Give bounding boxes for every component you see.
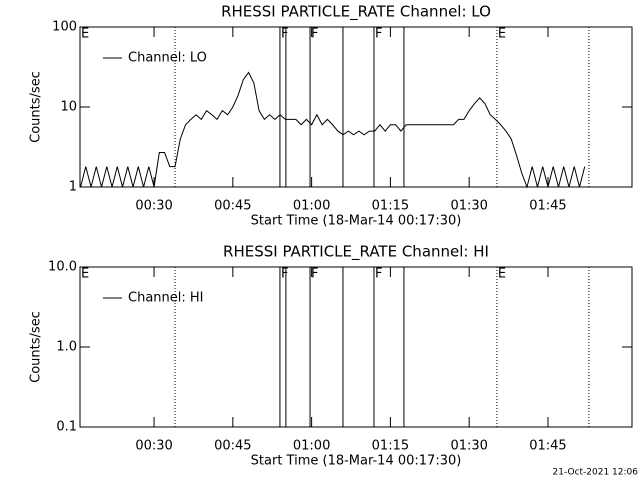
flag-label: E <box>498 267 506 282</box>
y-axis-label: Counts/sec <box>29 71 44 143</box>
flag-label: F <box>281 27 288 42</box>
x-tick-label: 01:15 <box>372 199 409 214</box>
legend-label: Channel: HI <box>128 291 204 306</box>
y-tick-label: 10.0 <box>48 260 77 275</box>
flag-label: F <box>375 267 382 282</box>
flag-label: F <box>375 27 382 42</box>
x-tick-label: 00:30 <box>135 199 172 214</box>
x-tick-label: 01:30 <box>450 439 487 454</box>
flag-label: E <box>81 267 89 282</box>
x-tick-label: 01:00 <box>293 439 330 454</box>
chart-title: RHESSI PARTICLE_RATE Channel: LO <box>221 3 491 22</box>
y-tick-label: 100 <box>52 20 77 35</box>
x-tick-label: 01:30 <box>450 199 487 214</box>
x-tick-label: 01:45 <box>529 199 566 214</box>
flag-label: F <box>311 27 318 42</box>
x-axis-label: Start Time (18-Mar-14 00:17:30) <box>251 214 462 229</box>
data-line <box>80 71 586 189</box>
flag-label: E <box>498 27 506 42</box>
y-tick-label: 1 <box>69 180 77 195</box>
x-axis-label: Start Time (18-Mar-14 00:17:30) <box>251 454 462 469</box>
legend-label: Channel: LO <box>128 51 207 66</box>
x-tick-label: 01:15 <box>372 439 409 454</box>
x-tick-label: 00:45 <box>214 439 251 454</box>
chart-title: RHESSI PARTICLE_RATE Channel: HI <box>223 243 489 262</box>
y-tick-label: 0.1 <box>56 420 77 435</box>
y-tick-label: 10 <box>60 100 77 115</box>
x-tick-label: 01:45 <box>529 439 566 454</box>
flag-label: F <box>281 267 288 282</box>
flag-label: F <box>311 267 318 282</box>
y-axis-label: Counts/sec <box>29 311 44 383</box>
x-tick-label: 00:30 <box>135 439 172 454</box>
x-tick-label: 01:00 <box>293 199 330 214</box>
x-tick-label: 00:45 <box>214 199 251 214</box>
timestamp: 21-Oct-2021 12:06 <box>553 468 639 478</box>
flag-label: E <box>81 27 89 42</box>
y-tick-label: 1.0 <box>56 340 77 355</box>
